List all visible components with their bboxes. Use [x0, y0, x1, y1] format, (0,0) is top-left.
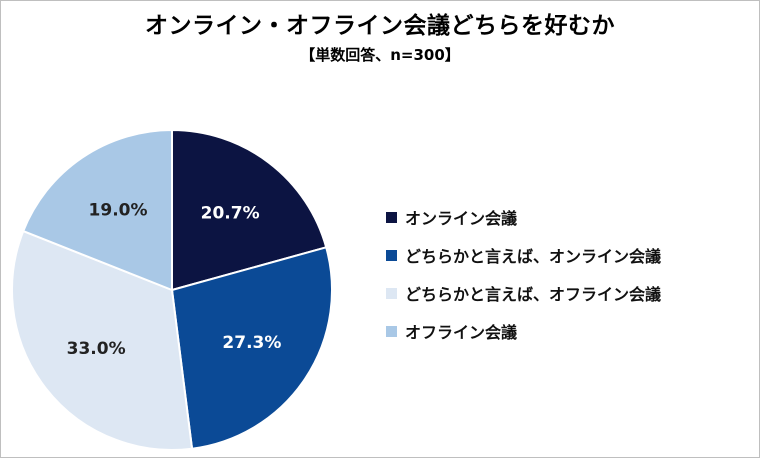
legend-label: オンライン会議 [405, 209, 518, 228]
legend-swatch [386, 325, 397, 337]
legend-label: どちらかと言えば、オフライン会議 [405, 285, 662, 304]
legend-swatch [386, 249, 397, 261]
slice-label-offline: 19.0% [89, 201, 148, 221]
pie-slice-rather-offline [11, 229, 194, 451]
legend-item-rather-online: どちらかと言えば、オンライン会議 [386, 236, 661, 274]
pie-slice-online [171, 128, 328, 292]
chart-legend: オンライン会議どちらかと言えば、オンライン会議 どちらかと言えば、オフライン会議オ… [386, 198, 661, 350]
legend-label: オフライン会議 [405, 323, 518, 342]
pie-slice-rather-online [170, 246, 333, 450]
legend-item-offline: オフライン会議 [386, 312, 661, 350]
legend-swatch [386, 211, 397, 223]
legend-item-online: オンライン会議 [386, 198, 661, 236]
legend-item-rather-offline: どちらかと言えば、オフライン会議 [386, 274, 661, 312]
pie-slice-offline [21, 128, 173, 292]
slice-label-online: 20.7% [201, 204, 260, 224]
slice-label-rather-offline: 33.0% [67, 339, 126, 359]
slice-label-rather-online: 27.3% [222, 333, 281, 353]
chart-title: オンライン・オフライン会議どちらを好むか [145, 13, 615, 39]
legend-label: どちらかと言えば、オンライン会議 [405, 247, 662, 266]
chart-subtitle: 【単数回答、n=300】 [300, 46, 460, 64]
legend-swatch [386, 287, 397, 299]
